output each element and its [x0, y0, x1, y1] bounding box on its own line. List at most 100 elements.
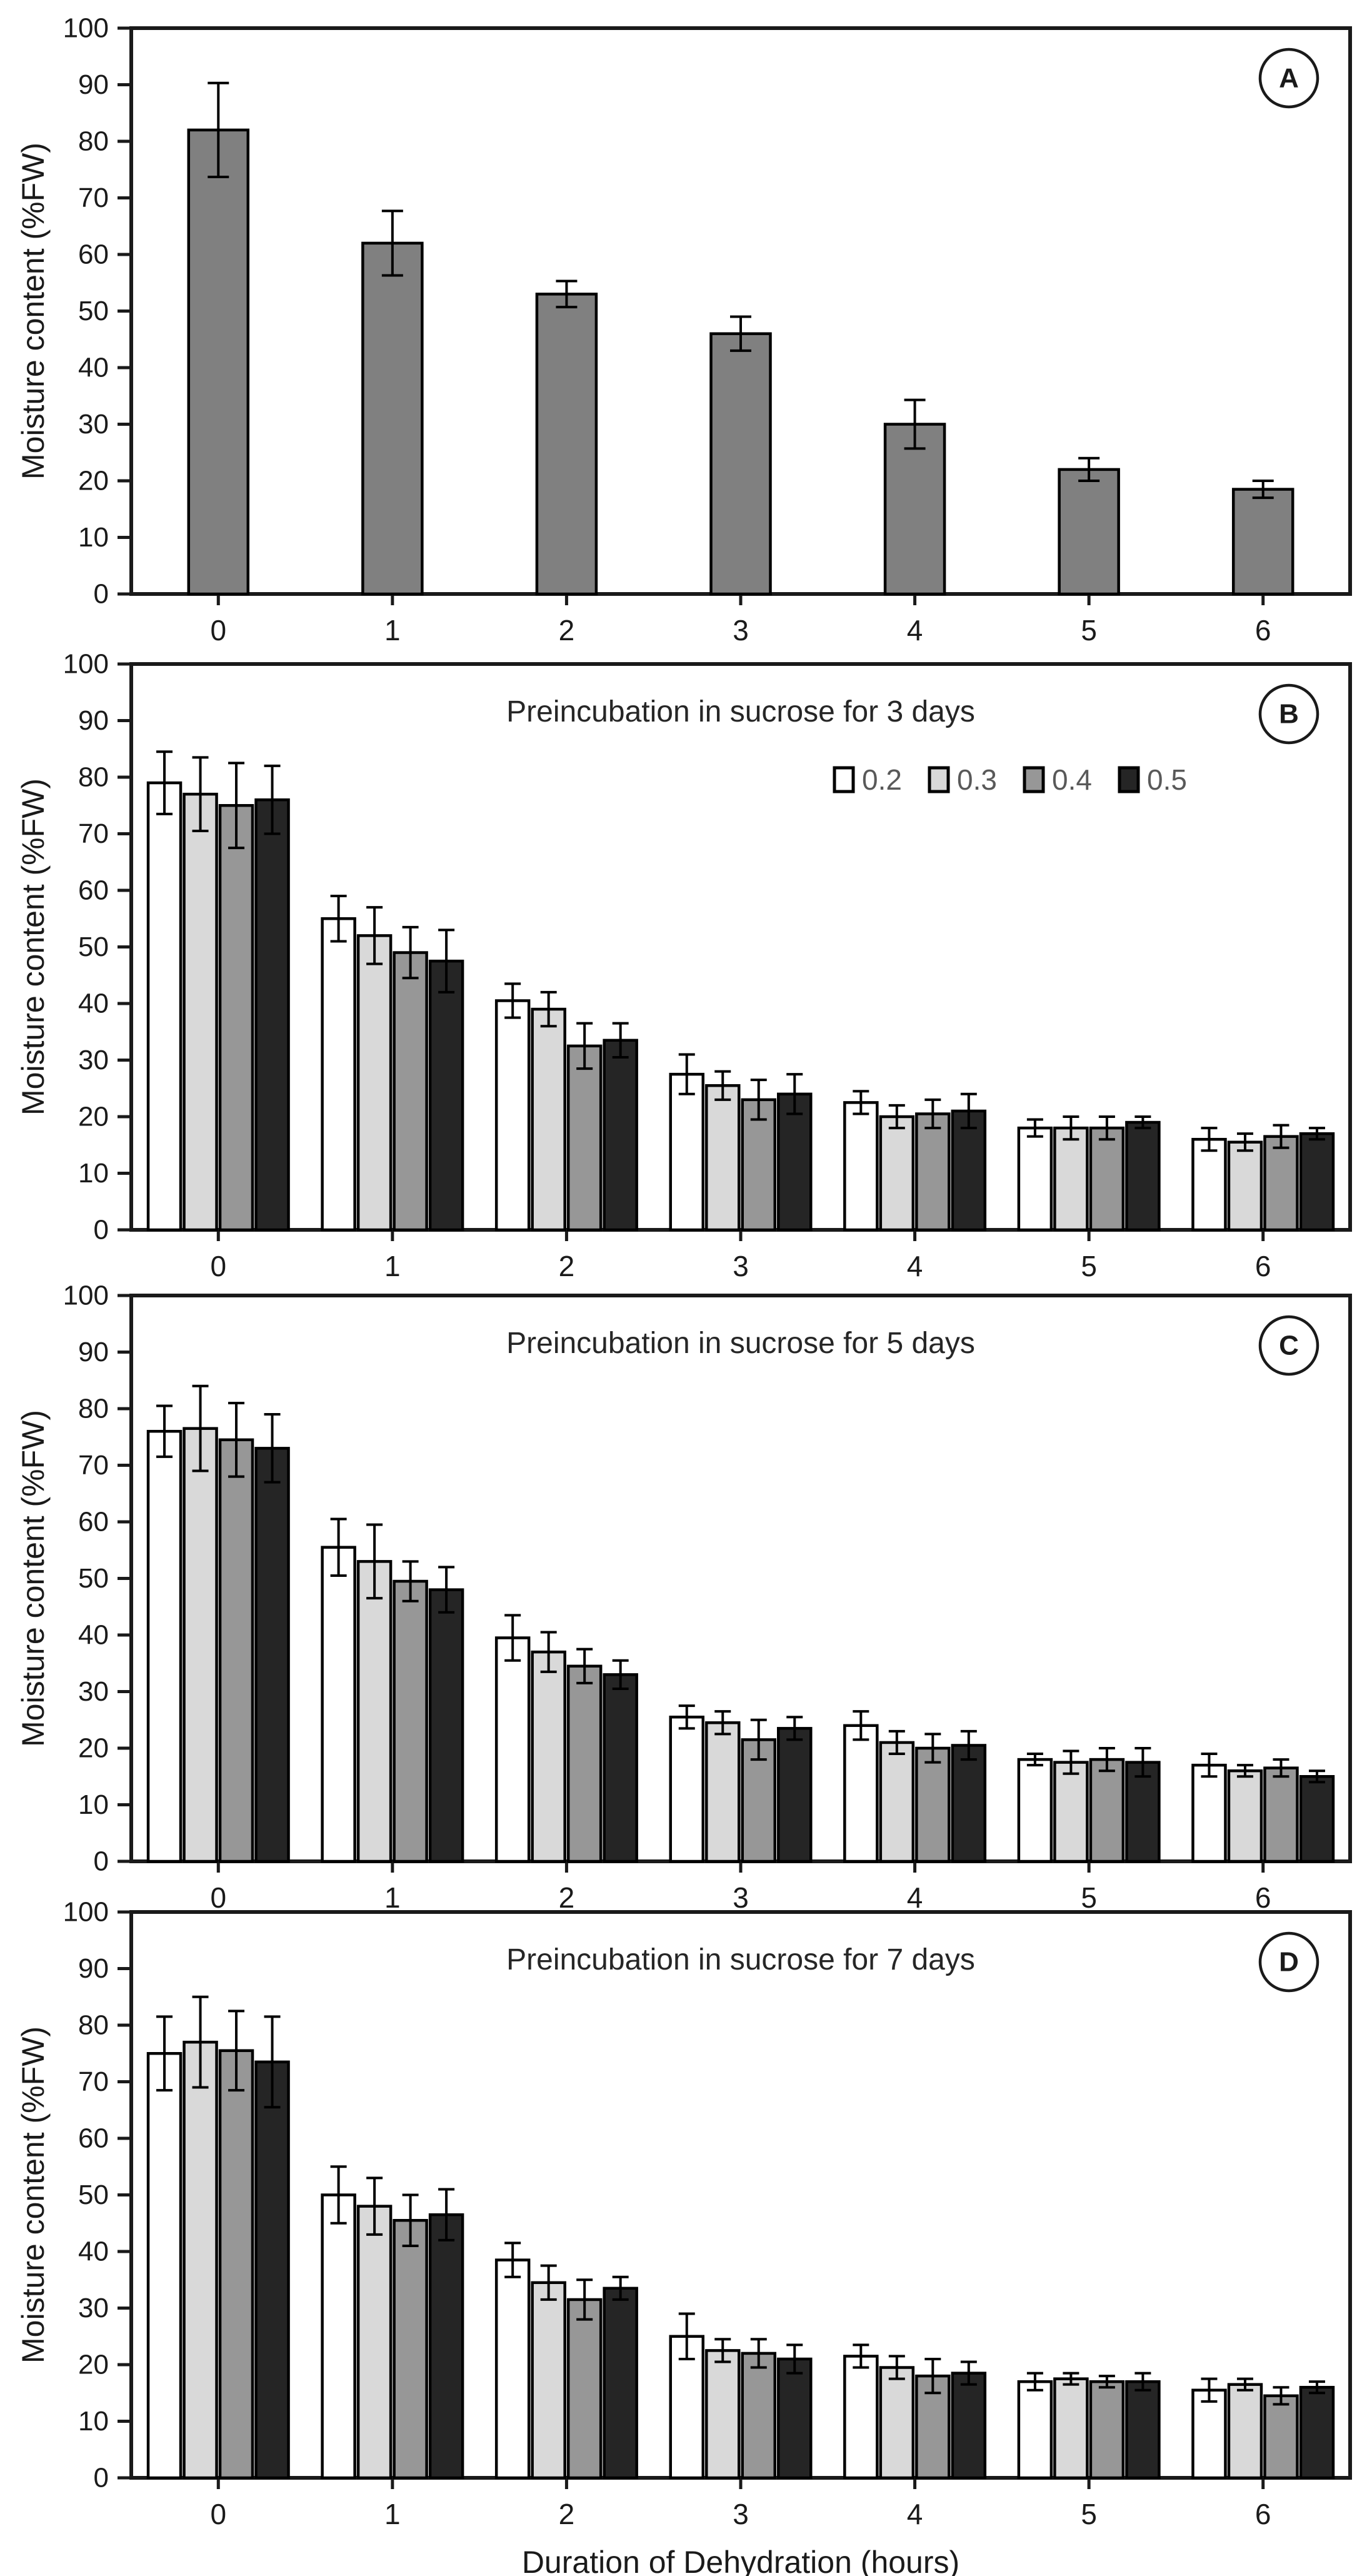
bar [843, 1101, 879, 1232]
y-tick-label: 20 [78, 1102, 109, 1132]
bar [428, 959, 464, 1232]
bar [1299, 1775, 1335, 1863]
bar [393, 1579, 428, 1863]
y-tick-label: 50 [78, 932, 109, 962]
bar [741, 1098, 776, 1232]
legend-swatch [928, 766, 950, 793]
bar [669, 1715, 704, 1863]
bar [393, 951, 428, 1232]
bar [777, 1092, 813, 1232]
y-tick-label: 10 [78, 1158, 109, 1189]
bar [1227, 1140, 1263, 1232]
bar [566, 1664, 603, 1863]
legend-swatch [1118, 766, 1140, 793]
bar [1053, 1126, 1089, 1232]
y-tick-label: 0 [94, 1215, 109, 1245]
bar [254, 2060, 290, 2480]
y-tick-label: 30 [78, 2293, 109, 2323]
y-tick-label: 40 [78, 989, 109, 1019]
bar [915, 1746, 951, 1863]
bar [1263, 1766, 1299, 1863]
bar [1053, 1761, 1089, 1863]
bar [1227, 2383, 1263, 2480]
bar [218, 1438, 254, 1863]
y-tick-label: 30 [78, 1676, 109, 1707]
y-tick-label: 100 [63, 649, 109, 680]
bar [705, 1721, 741, 1863]
y-axis-title: Moisture content (%FW) [16, 143, 51, 480]
bar [1017, 1758, 1053, 1863]
y-tick-label: 90 [78, 69, 109, 100]
legend-label: 0.5 [1147, 763, 1187, 796]
y-tick-label: 70 [78, 1450, 109, 1481]
bar [1299, 2385, 1335, 2480]
panel-letter-circle [1258, 1315, 1319, 1376]
category-label: 5 [1081, 614, 1097, 647]
panel-letter-circle [1258, 48, 1319, 109]
category-label: 5 [1081, 2498, 1097, 2530]
legend-swatch [1023, 766, 1045, 793]
bar [146, 1429, 183, 1863]
y-tick-label: 50 [78, 296, 109, 326]
bar [883, 423, 946, 596]
y-tick-label: 50 [78, 2180, 109, 2210]
y-axis-title: Moisture content (%FW) [16, 2026, 51, 2363]
plot-border [129, 662, 1352, 1232]
y-tick-label: 90 [78, 705, 109, 736]
y-tick-label: 0 [94, 1846, 109, 1877]
y-tick-label: 0 [94, 2463, 109, 2493]
y-axis-title: Moisture content (%FW) [16, 1410, 51, 1747]
y-tick-label: 60 [78, 1507, 109, 1537]
bar [1089, 1126, 1125, 1232]
bar [321, 1546, 356, 1863]
bar [566, 1044, 603, 1232]
y-axis-title: Moisture content (%FW) [16, 778, 51, 1115]
bar [951, 1744, 987, 1863]
bar [879, 1115, 915, 1232]
panel-letter-circle [1258, 1931, 1319, 1993]
panel-title: Preincubation in sucrose for 7 days [506, 1943, 975, 1976]
bar [1299, 1132, 1335, 1232]
panel-letter-circle [1258, 683, 1319, 745]
bar [531, 1007, 566, 1232]
category-label: 4 [907, 1881, 923, 1914]
bar [428, 1588, 464, 1863]
bar [535, 293, 598, 596]
bar [1125, 2380, 1161, 2480]
category-label: 6 [1255, 614, 1271, 647]
y-tick-label: 90 [78, 1337, 109, 1367]
y-tick-label: 0 [94, 579, 109, 610]
y-tick-label: 60 [78, 875, 109, 906]
bar [1125, 1120, 1161, 1232]
legend-label: 0.2 [862, 763, 902, 796]
category-label: 2 [559, 614, 575, 647]
bar [951, 2372, 987, 2480]
bar [218, 804, 254, 1232]
bar [1053, 2377, 1089, 2480]
panel-title: Preincubation in sucrose for 5 days [506, 1327, 975, 1360]
legend-item: 0.5 [1118, 763, 1187, 796]
panel-letter: B [1279, 699, 1299, 730]
bar [709, 332, 772, 596]
bar [356, 934, 393, 1232]
bar [146, 2052, 183, 2480]
bar [843, 2355, 879, 2480]
bar [254, 798, 290, 1232]
bar [603, 1039, 638, 1232]
plot-border [129, 1294, 1352, 1863]
category-label: 2 [559, 1881, 575, 1914]
bar [879, 1741, 915, 1863]
y-tick-label: 100 [63, 1897, 109, 1928]
legend-swatch [833, 766, 855, 793]
category-label: 3 [733, 614, 749, 647]
bar [603, 2287, 638, 2480]
category-label: 0 [210, 2498, 226, 2530]
y-tick-label: 60 [78, 239, 109, 270]
category-label: 6 [1255, 2498, 1271, 2530]
bar [669, 1072, 704, 1232]
bar [1231, 488, 1294, 596]
bar [183, 792, 218, 1232]
bar [566, 2298, 603, 2480]
